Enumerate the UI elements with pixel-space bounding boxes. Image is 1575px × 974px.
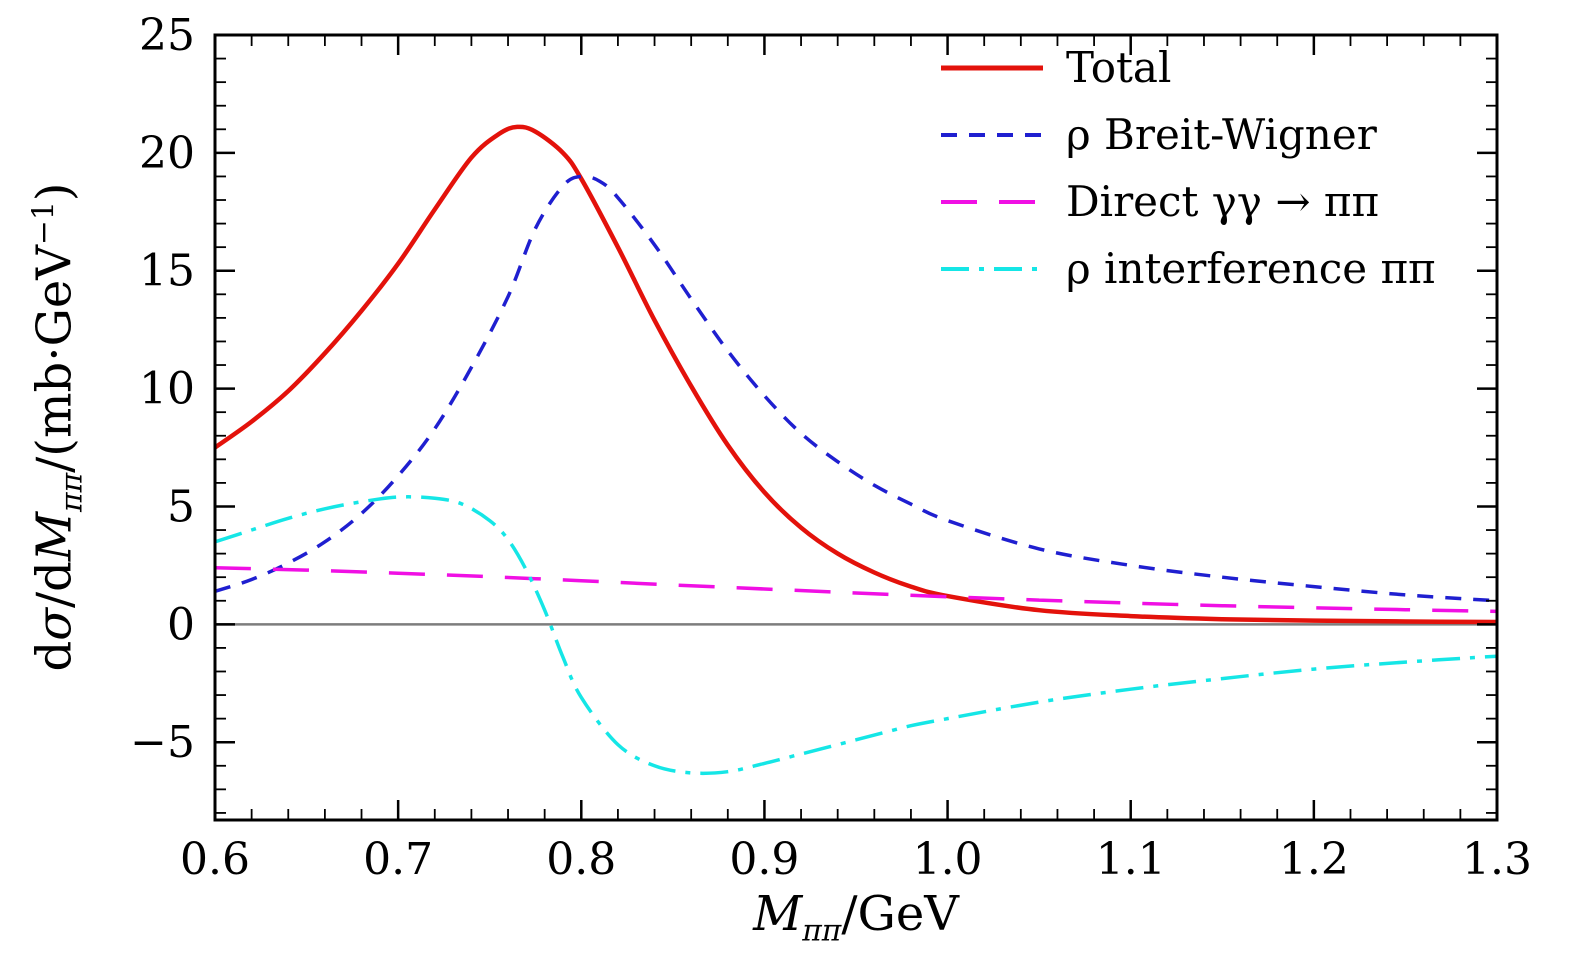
y-axis-label: dσ/dMππ/(mb·GeV−1) (26, 182, 90, 672)
svg-text:0.9: 0.9 (729, 834, 799, 885)
svg-text:1.3: 1.3 (1462, 834, 1532, 885)
legend-item-breit-wigner: ρ Breit-Wigner (938, 110, 1436, 160)
svg-text:0.6: 0.6 (180, 834, 250, 885)
svg-text:25: 25 (139, 10, 195, 61)
svg-text:15: 15 (139, 246, 195, 297)
legend-item-total: Total (938, 43, 1436, 92)
legend-item-direct: Direct γγ → ππ (938, 180, 1436, 224)
svg-text:5: 5 (167, 481, 195, 532)
legend-line-total (941, 65, 1043, 71)
legend-label: ρ Breit-Wigner (1066, 110, 1377, 160)
legend-label: ρ interference ππ (1066, 244, 1436, 294)
svg-text:0: 0 (167, 599, 195, 650)
svg-text:0.7: 0.7 (363, 834, 433, 885)
svg-text:1.1: 1.1 (1096, 834, 1166, 885)
svg-text:1.2: 1.2 (1279, 834, 1349, 885)
svg-text:0.8: 0.8 (546, 834, 616, 885)
svg-text:1.0: 1.0 (913, 834, 983, 885)
svg-text:10: 10 (139, 364, 195, 415)
legend-label: Total (1066, 43, 1172, 92)
legend-line-interference (941, 267, 1043, 272)
legend-label: Direct γγ → ππ (1066, 177, 1380, 227)
legend: Total ρ Breit-Wigner Direct γγ → ππ ρ in… (938, 43, 1436, 291)
svg-text:−5: −5 (130, 717, 195, 768)
legend-item-interference: ρ interference ππ (938, 247, 1436, 291)
x-axis-label: Mππ/GeV (753, 886, 959, 949)
legend-line-breit-wigner (941, 133, 1043, 138)
legend-line-direct (941, 200, 1043, 205)
svg-text:20: 20 (139, 128, 195, 179)
